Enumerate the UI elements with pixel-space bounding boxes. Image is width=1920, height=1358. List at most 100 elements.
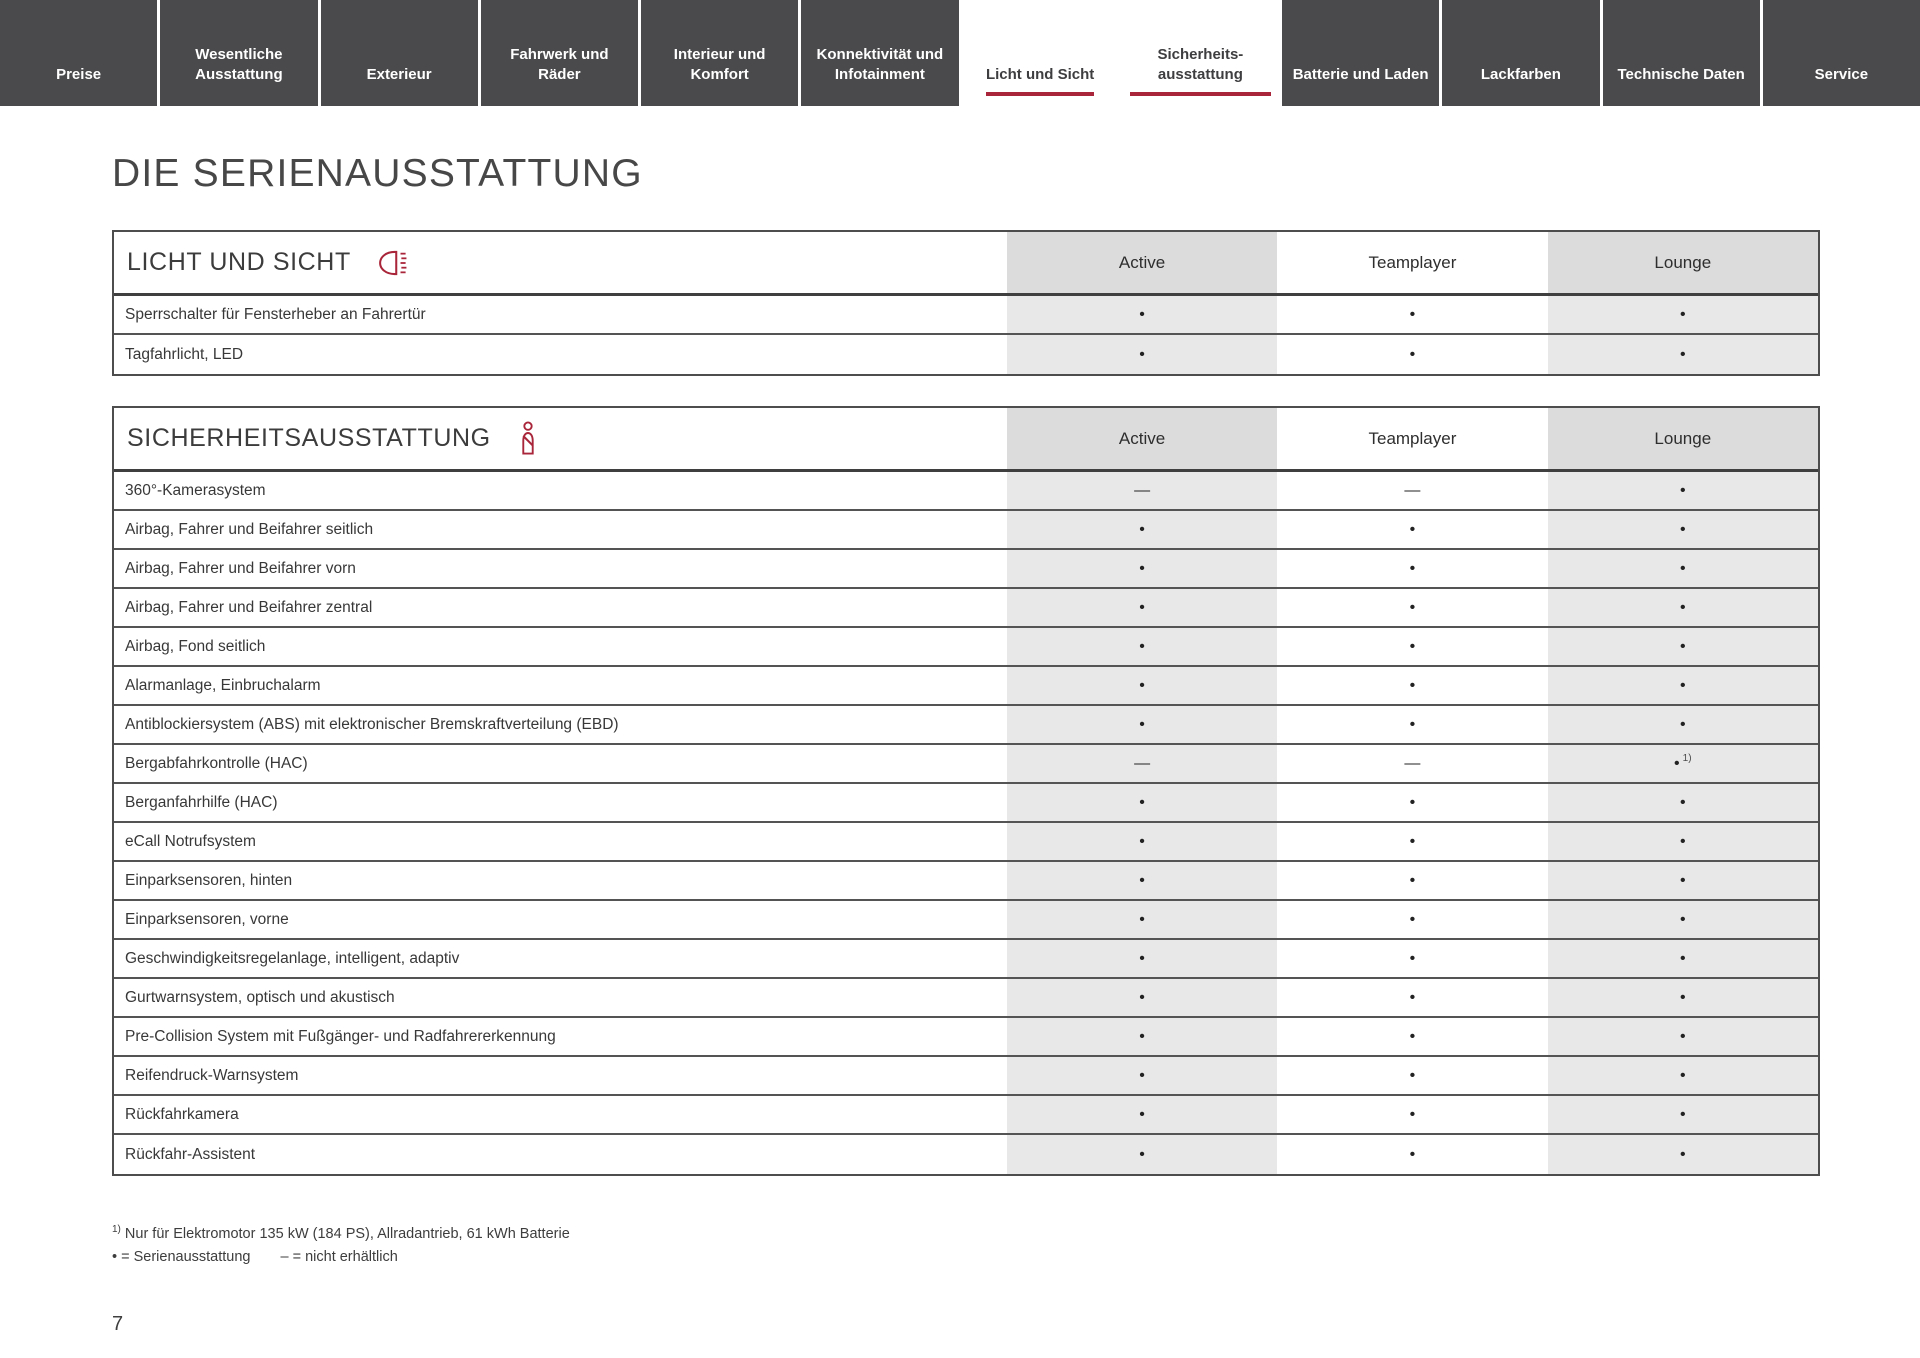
standard-dot: • [1679, 598, 1686, 616]
legend-dash: – = nicht erhältlich [280, 1249, 398, 1266]
availability-cell: • [1006, 862, 1278, 899]
standard-dot: • [1139, 832, 1145, 850]
availability-cell: • [1547, 1135, 1818, 1174]
feature-label: 360°-Kamerasystem [125, 481, 266, 499]
column-header-active: Active [1006, 232, 1278, 293]
standard-dot: • [1139, 1105, 1145, 1123]
standard-dot: • [1409, 559, 1416, 577]
nav-tab-label: Batterie und Laden [1292, 65, 1429, 83]
standard-dot: • [1139, 637, 1145, 655]
availability-cell: • [1006, 335, 1278, 374]
feature-label: Tagfahrlicht, LED [125, 345, 244, 363]
nav-tab-wesentliche-ausstattung[interactable]: Wesentliche Ausstattung [160, 0, 318, 106]
nav-tab-interieur-und-komfort[interactable]: Interieur und Komfort [641, 0, 799, 106]
nav-tab-sicherheits-ausstattung[interactable]: Sicherheits-ausstattung [1121, 0, 1279, 106]
feature-label: Rückfahr-Assistent [125, 1145, 256, 1163]
standard-dot: • [1679, 988, 1686, 1006]
availability-cell: • [1547, 550, 1818, 587]
availability-cell: • [1547, 901, 1818, 938]
feature-label: Antiblockiersystem (ABS) mit elektronisc… [125, 715, 619, 733]
availability-cell: • [1006, 1057, 1278, 1094]
standard-dot: • [1679, 832, 1686, 850]
availability-cell: — [1277, 745, 1547, 782]
standard-dot: • [1679, 1145, 1686, 1163]
footnotes: 1) Nur für Elektromotor 135 kW (184 PS), … [112, 1222, 1820, 1269]
nav-tab-exterieur[interactable]: Exterieur [320, 0, 478, 106]
feature-label: Pre-Collision System mit Fußgänger- und … [125, 1027, 556, 1045]
standard-dot: • [1139, 1027, 1145, 1045]
table-row: Einparksensoren, vorne • • • [114, 901, 1818, 940]
table-row: Rückfahrkamera • • • [114, 1096, 1818, 1135]
standard-dot: • [1679, 481, 1686, 499]
standard-dot: • [1679, 345, 1686, 363]
availability-cell: • [1277, 1096, 1547, 1133]
nav-tab-label: Technische Daten [1617, 65, 1745, 83]
standard-dot: • [1409, 910, 1416, 928]
not-available-dash: — [1134, 754, 1151, 772]
table-row: 360°-Kamerasystem — — • [114, 472, 1818, 511]
availability-cell: • [1547, 1018, 1818, 1055]
table-row: Alarmanlage, Einbruchalarm • • • [114, 667, 1818, 706]
feature-label: Sperrschalter für Fensterheber an Fahrer… [125, 305, 426, 323]
availability-cell: • [1006, 667, 1278, 704]
table-row: Pre-Collision System mit Fußgänger- und … [114, 1018, 1818, 1057]
column-header-teamplayer: Teamplayer [1368, 428, 1457, 448]
availability-cell: • [1547, 511, 1818, 548]
standard-dot: • [1679, 1027, 1686, 1045]
standard-dot: • [1679, 559, 1686, 577]
nav-tab-technische-daten[interactable]: Technische Daten [1602, 0, 1760, 106]
standard-dot: • [1409, 715, 1416, 733]
availability-cell: • [1006, 1096, 1278, 1133]
table-header-row: SICHERHEITSAUSSTATTUNG Active Teamplayer L… [114, 408, 1818, 472]
standard-dot: • [1679, 305, 1686, 323]
legend-line: • = Serienausstattung – = nicht erhältlic… [112, 1246, 1820, 1269]
standard-dot: • [1139, 305, 1145, 323]
standard-dot: • [1139, 598, 1145, 616]
headlight-icon [378, 250, 407, 275]
feature-label: Berganfahrhilfe (HAC) [125, 793, 278, 811]
top-nav: Preise Wesentliche Ausstattung Exterieur Fa… [0, 0, 1920, 106]
table-row: Airbag, Fahrer und Beifahrer vorn • • • [114, 550, 1818, 589]
standard-dot: • [1139, 676, 1145, 694]
standard-dot: • [1679, 949, 1686, 967]
standard-dot: • [1679, 871, 1686, 889]
availability-cell: • 1) [1547, 745, 1818, 782]
availability-cell: — [1277, 472, 1547, 509]
nav-tab-preise[interactable]: Preise [0, 0, 158, 106]
standard-dot: • [1139, 345, 1145, 363]
standard-dot: • [1679, 910, 1686, 928]
footnote-ref: 1) [1682, 752, 1692, 764]
table-header-row: LICHT UND SICHT Active Teamplayer Lounge [114, 232, 1818, 296]
availability-cell: • [1006, 706, 1278, 743]
standard-dot: • [1409, 832, 1416, 850]
table-row: Reifendruck-Warnsystem • • • [114, 1057, 1818, 1096]
equipment-tables: LICHT UND SICHT Active Teamplayer Lounge Sp… [112, 230, 1820, 1176]
availability-cell: • [1006, 901, 1278, 938]
standard-dot: • [1409, 793, 1416, 811]
availability-cell: • [1277, 979, 1547, 1016]
standard-dot: • [1679, 715, 1686, 733]
nav-tab-label: Service [1814, 65, 1869, 83]
standard-dot: • [1409, 676, 1416, 694]
nav-tab-fahrwerk-und-r-der[interactable]: Fahrwerk und Räder [480, 0, 638, 106]
availability-cell: • [1547, 706, 1818, 743]
standard-dot: • [1139, 1066, 1145, 1084]
column-header-teamplayer: Teamplayer [1368, 252, 1457, 272]
standard-dot: • [1409, 871, 1416, 889]
nav-tab-lackfarben[interactable]: Lackfarben [1442, 0, 1600, 106]
nav-tab-batterie-und-laden[interactable]: Batterie und Laden [1282, 0, 1440, 106]
availability-cell: • [1277, 628, 1547, 665]
standard-dot: • [1139, 715, 1145, 733]
availability-cell: • [1277, 589, 1547, 626]
nav-tab-konnektivit-t-und-infotainment[interactable]: Konnektivität und Infotainment [801, 0, 959, 106]
availability-cell: • [1547, 335, 1818, 374]
table-title-cell: LICHT UND SICHT [114, 232, 1007, 293]
nav-tab-service[interactable]: Service [1762, 0, 1920, 106]
page-title: DIE SERIENAUSSTATTUNG [112, 152, 643, 195]
standard-dot: • [1679, 676, 1686, 694]
table-row: Rückfahr-Assistent • • • [114, 1135, 1818, 1174]
feature-label: Airbag, Fahrer und Beifahrer vorn [125, 559, 356, 577]
availability-cell: • [1277, 550, 1547, 587]
nav-tab-licht-und-sicht[interactable]: Licht und Sicht [961, 0, 1119, 106]
